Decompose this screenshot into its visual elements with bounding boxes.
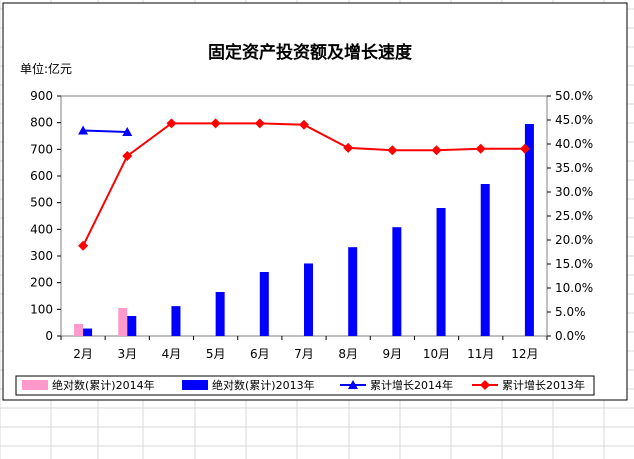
series-line <box>83 129 128 133</box>
x-tick-label: 3月 <box>117 347 137 361</box>
left-axis: 0 100 200 300 400 500 600 700 800 900 <box>30 89 61 343</box>
left-tick-label: 700 <box>30 142 53 156</box>
bar[interactable] <box>127 316 137 336</box>
right-tick-label: 15.0% <box>555 257 593 271</box>
right-tick-label: 20.0% <box>555 233 593 247</box>
right-tick-label: 35.0% <box>555 161 593 175</box>
left-tick-label: 800 <box>30 116 53 130</box>
left-tick-label: 500 <box>30 196 53 210</box>
bar[interactable] <box>215 292 225 336</box>
left-tick-label: 400 <box>30 222 53 236</box>
point[interactable] <box>78 240 89 251</box>
point[interactable] <box>299 119 309 130</box>
point[interactable] <box>348 380 358 389</box>
point[interactable] <box>431 145 442 156</box>
point[interactable] <box>210 118 221 129</box>
bar[interactable] <box>118 308 128 336</box>
right-tick-label: 50.0% <box>555 89 593 103</box>
legend-swatch <box>182 380 208 390</box>
left-tick-label: 100 <box>30 302 53 316</box>
bar[interactable] <box>83 328 93 336</box>
x-tick-label: 9月 <box>383 347 403 361</box>
right-axis: 0.0% 5.0% 10.0% 15.0% 20.0% 25.0% 30.0% 35.0% 40… <box>547 89 593 343</box>
point[interactable] <box>122 151 133 161</box>
point[interactable] <box>166 118 177 129</box>
chart-title: 固定资产投资额及增长速度 <box>208 42 413 63</box>
bar[interactable] <box>74 324 84 336</box>
left-tick-label: 900 <box>30 89 53 103</box>
point[interactable] <box>254 118 265 129</box>
legend-label: 绝对数(累计)2014年 <box>52 378 155 392</box>
left-tick-label: 200 <box>30 276 53 290</box>
bar[interactable] <box>436 208 446 336</box>
bar[interactable] <box>259 272 269 336</box>
x-tick-label: 12月 <box>511 347 538 361</box>
legend-swatch <box>22 380 48 390</box>
bar[interactable] <box>392 227 402 336</box>
x-tick-label: 7月 <box>294 347 314 361</box>
right-tick-label: 25.0% <box>555 209 593 223</box>
x-axis: 2月 3月 4月 5月 6月 7月 8月 9月 10月 11月 12月 <box>60 336 548 361</box>
right-tick-label: 10.0% <box>555 281 593 295</box>
legend-label: 累计增长2013年 <box>502 378 585 392</box>
bar[interactable] <box>348 247 358 336</box>
bar[interactable] <box>480 184 490 336</box>
right-tick-label: 5.0% <box>555 305 586 319</box>
point[interactable] <box>387 145 398 156</box>
legend-box <box>15 375 595 396</box>
left-tick-label: 0 <box>45 329 53 343</box>
lines <box>78 118 530 251</box>
x-tick-label: 11月 <box>467 347 494 361</box>
point[interactable] <box>519 143 530 154</box>
point[interactable] <box>78 125 89 135</box>
x-tick-label: 5月 <box>206 347 226 361</box>
x-tick-label: 10月 <box>423 347 450 361</box>
right-tick-label: 30.0% <box>555 185 593 199</box>
legend-label: 绝对数(累计)2013年 <box>212 378 315 392</box>
bar[interactable] <box>524 124 534 336</box>
bar[interactable] <box>171 306 181 336</box>
right-tick-label: 0.0% <box>555 329 586 343</box>
legend[interactable]: 绝对数(累计)2014年 绝对数(累计)2013年 累计增长2014年 累计增长201… <box>15 375 595 396</box>
point[interactable] <box>475 143 486 154</box>
point[interactable] <box>480 380 490 390</box>
right-tick-label: 45.0% <box>555 113 593 127</box>
x-tick-label: 2月 <box>73 347 93 361</box>
right-tick-label: 40.0% <box>555 137 593 151</box>
left-tick-label: 600 <box>30 169 53 183</box>
x-tick-label: 4月 <box>162 347 182 361</box>
left-tick-label: 300 <box>30 249 53 263</box>
x-tick-label: 6月 <box>250 347 270 361</box>
point[interactable] <box>343 142 354 153</box>
point[interactable] <box>122 127 133 136</box>
legend-label: 累计增长2014年 <box>370 378 453 392</box>
unit-label: 单位:亿元 <box>20 61 72 76</box>
bar[interactable] <box>304 263 313 336</box>
bars <box>74 124 534 336</box>
x-tick-label: 8月 <box>338 347 358 361</box>
